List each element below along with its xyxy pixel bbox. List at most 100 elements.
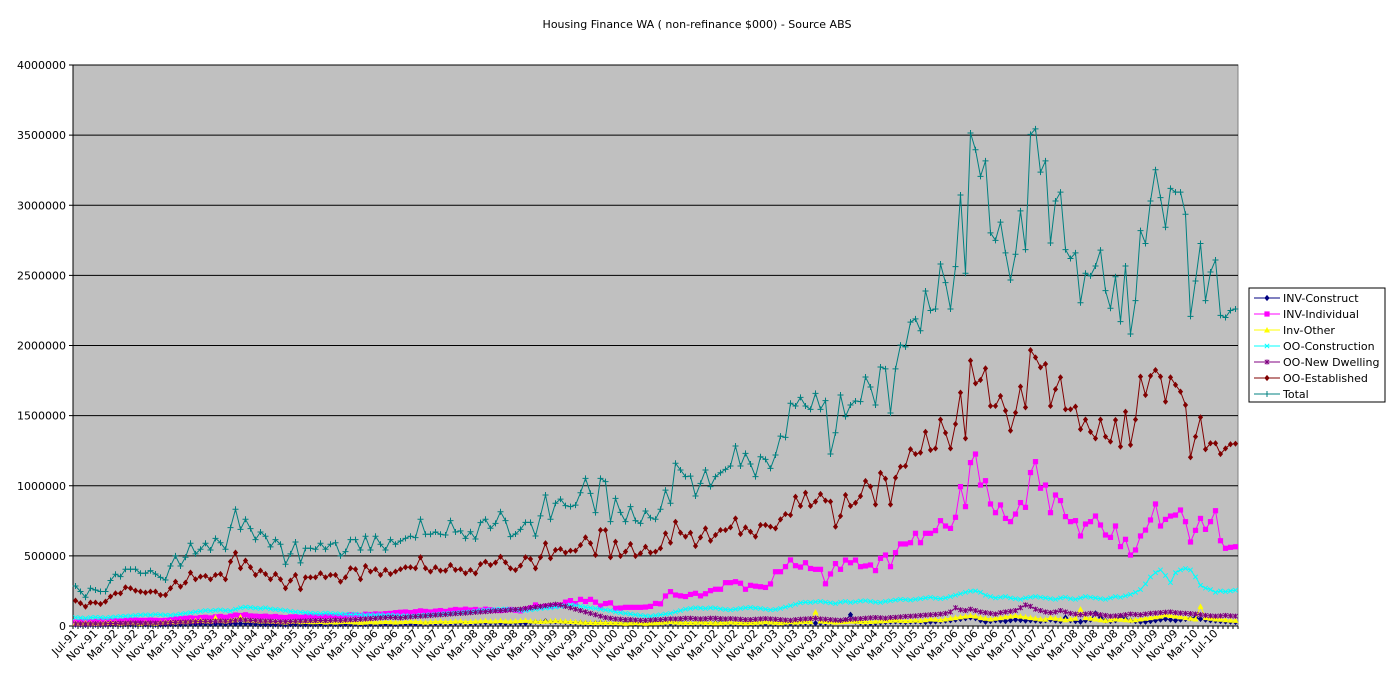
- data-point-oo-construction: [992, 595, 999, 601]
- data-point-inv-other: [412, 618, 419, 625]
- data-point-inv-individual: [407, 609, 414, 616]
- data-point-oo-established: [752, 533, 759, 540]
- data-point-inv-individual: [362, 611, 369, 617]
- data-point-oo-new-dwelling: [992, 611, 999, 617]
- data-point-oo-new-dwelling: [1232, 613, 1239, 619]
- data-point-oo-established: [827, 498, 834, 505]
- data-point-inv-other: [1082, 614, 1089, 621]
- data-point-oo-construction: [162, 612, 169, 618]
- data-point-oo-established: [862, 477, 869, 485]
- data-point-oo-new-dwelling: [872, 614, 879, 621]
- data-point-inv-other: [487, 618, 494, 624]
- data-point-oo-new-dwelling: [802, 616, 809, 622]
- data-point-total: [1012, 251, 1019, 258]
- data-point-total: [932, 306, 939, 313]
- data-point-oo-construction: [617, 610, 624, 616]
- data-point-oo-established: [667, 539, 674, 546]
- data-point-oo-new-dwelling: [462, 610, 469, 616]
- data-point-total: [772, 452, 779, 459]
- data-point-inv-other: [587, 619, 594, 625]
- data-point-inv-individual: [432, 608, 439, 614]
- data-point-oo-new-dwelling: [902, 613, 909, 620]
- data-point-oo-construction: [632, 612, 639, 618]
- data-point-total: [857, 398, 864, 405]
- data-point-total: [602, 478, 609, 485]
- data-point-oo-established: [142, 589, 149, 596]
- data-point-inv-other: [582, 619, 589, 625]
- data-point-oo-new-dwelling: [302, 618, 309, 624]
- data-point-oo-new-dwelling: [832, 617, 839, 623]
- data-point-oo-established: [1072, 403, 1079, 410]
- data-point-oo-established: [932, 445, 939, 452]
- data-point-oo-construction: [942, 595, 949, 601]
- data-point-oo-construction: [802, 599, 809, 605]
- data-point-oo-construction: [662, 611, 669, 617]
- data-point-inv-individual: [292, 614, 299, 620]
- data-point-oo-construction: [1207, 586, 1214, 593]
- data-point-oo-established: [1082, 416, 1089, 423]
- data-point-oo-new-dwelling: [362, 616, 369, 622]
- data-point-inv-individual: [752, 583, 759, 589]
- data-point-oo-established: [677, 529, 684, 536]
- data-point-oo-new-dwelling: [487, 608, 494, 614]
- data-point-inv-individual: [387, 610, 394, 616]
- data-point-inv-other: [767, 619, 774, 625]
- data-point-inv-other: [1182, 614, 1189, 621]
- data-point-inv-other: [592, 619, 599, 626]
- data-point-total: [692, 492, 699, 499]
- data-point-total: [1147, 198, 1154, 205]
- data-point-inv-other: [502, 618, 509, 624]
- data-point-inv-individual: [217, 613, 224, 620]
- data-point-oo-new-dwelling: [442, 611, 449, 618]
- data-point-oo-new-dwelling: [367, 616, 374, 622]
- data-point-inv-other: [1012, 612, 1019, 618]
- data-point-oo-new-dwelling: [162, 620, 169, 626]
- data-point-oo-construction: [817, 598, 824, 605]
- data-point-inv-other: [557, 617, 564, 624]
- data-point-oo-construction: [357, 612, 364, 618]
- data-point-inv-other: [1167, 612, 1174, 618]
- data-point-oo-construction: [742, 605, 749, 611]
- data-point-total: [427, 531, 434, 538]
- data-point-oo-new-dwelling: [512, 606, 519, 613]
- data-point-oo-established: [1112, 416, 1119, 424]
- data-point-total: [922, 287, 929, 294]
- legend-marker-oo-construction: [1264, 343, 1270, 349]
- data-point-oo-established: [1067, 406, 1074, 413]
- data-point-total: [977, 173, 984, 180]
- data-point-oo-construction: [867, 598, 874, 605]
- data-point-oo-established: [117, 590, 124, 597]
- data-point-oo-construction: [587, 605, 594, 611]
- data-point-oo-construction: [822, 599, 829, 605]
- data-point-total: [1112, 273, 1119, 280]
- data-point-oo-established: [517, 562, 524, 569]
- data-point-oo-construction: [772, 606, 779, 613]
- data-point-total: [802, 402, 809, 409]
- legend-marker-inv-individual: [1264, 311, 1270, 317]
- data-point-oo-new-dwelling: [702, 616, 709, 622]
- data-point-total: [597, 475, 604, 482]
- data-point-oo-new-dwelling: [577, 607, 584, 614]
- data-point-oo-construction: [367, 612, 374, 618]
- data-point-inv-individual: [427, 609, 434, 615]
- data-point-inv-other: [727, 619, 734, 625]
- data-point-oo-established: [1107, 438, 1114, 445]
- data-point-inv-other: [942, 615, 949, 622]
- data-point-oo-new-dwelling: [852, 616, 859, 622]
- data-point-inv-individual: [1052, 492, 1059, 498]
- data-point-total: [357, 546, 364, 553]
- data-point-oo-construction: [1222, 589, 1229, 595]
- data-point-inv-individual: [837, 566, 844, 572]
- data-point-total: [232, 506, 239, 513]
- data-point-inv-individual: [1177, 507, 1184, 513]
- data-point-inv-construct: [267, 621, 274, 628]
- data-point-inv-other: [542, 618, 549, 624]
- data-point-total: [167, 562, 174, 569]
- data-point-inv-individual: [417, 608, 424, 614]
- data-point-total: [942, 279, 949, 286]
- data-point-oo-established: [672, 518, 679, 525]
- data-point-oo-established: [1202, 446, 1209, 453]
- data-point-oo-new-dwelling: [642, 617, 649, 623]
- data-point-oo-construction: [927, 594, 934, 600]
- y-tick-label: 1500000: [17, 410, 66, 423]
